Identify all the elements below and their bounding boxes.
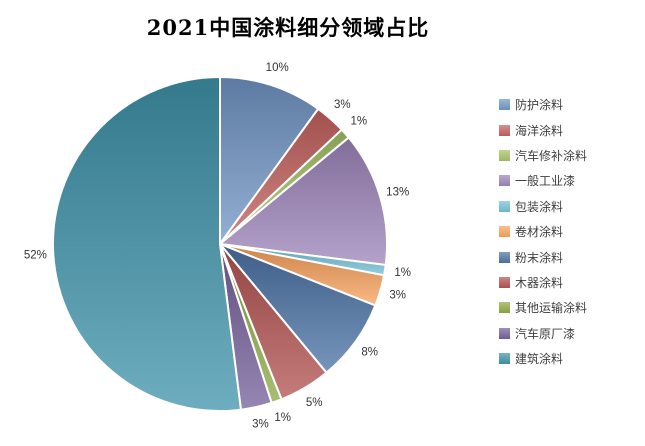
legend-label: 一般工业漆 xyxy=(515,174,576,189)
legend-label: 汽车原厂漆 xyxy=(515,326,576,341)
slice-label-7: 8% xyxy=(361,347,378,359)
legend-item-3: 汽车修补涂料 xyxy=(499,143,587,168)
legend-label: 汽车修补涂料 xyxy=(515,148,588,163)
legend-swatch-icon xyxy=(499,200,510,212)
slice-label-4: 13% xyxy=(386,186,409,198)
legend-label: 卷材涂料 xyxy=(515,225,564,240)
legend-item-4: 一般工业漆 xyxy=(499,168,587,193)
legend-label: 建筑涂料 xyxy=(515,352,564,367)
pie-slice-4 xyxy=(219,136,388,266)
legend-swatch-icon xyxy=(499,327,510,339)
slice-label-3: 1% xyxy=(350,116,367,128)
slice-label-1: 10% xyxy=(266,62,289,74)
pie-slice-1 xyxy=(219,76,320,245)
legend-label: 防护涂料 xyxy=(515,98,564,113)
legend-swatch-icon xyxy=(499,302,510,314)
legend-swatch-icon xyxy=(499,226,510,238)
legend-swatch-icon xyxy=(499,149,510,161)
slice-label-11: 52% xyxy=(24,250,47,262)
legend-item-9: 其他运输涂料 xyxy=(499,295,587,320)
legend-item-10: 汽车原厂漆 xyxy=(499,321,587,346)
legend-label: 包装涂料 xyxy=(515,199,564,214)
legend-swatch-icon xyxy=(499,175,510,187)
legend-swatch-icon xyxy=(499,99,510,111)
legend-item-2: 海洋涂料 xyxy=(499,117,587,142)
legend-label: 粉末涂料 xyxy=(515,250,564,265)
legend-item-7: 粉末涂料 xyxy=(499,244,587,269)
legend-swatch-icon xyxy=(499,124,510,136)
slice-label-9: 1% xyxy=(274,412,291,424)
legend-label: 其他运输涂料 xyxy=(515,301,588,316)
legend-swatch-icon xyxy=(499,276,510,288)
legend-item-1: 防护涂料 xyxy=(499,92,587,117)
legend-swatch-icon xyxy=(499,251,510,263)
pie-slice-11 xyxy=(52,76,242,412)
legend-item-8: 木器涂料 xyxy=(499,270,587,295)
slice-label-5: 1% xyxy=(394,267,411,279)
slice-label-10: 3% xyxy=(252,419,269,431)
legend-swatch-icon xyxy=(499,353,510,365)
legend-label: 海洋涂料 xyxy=(515,123,564,138)
chart-legend: 防护涂料海洋涂料汽车修补涂料 一般工业漆包装涂料卷材涂料粉末涂料木器涂料其他运输涂… xyxy=(499,92,587,371)
pie-slice-labels: 10% 3% 1% 13% 1% 3% 8% 5% 1% 3% 52% xyxy=(24,62,411,430)
slice-label-2: 3% xyxy=(334,99,351,111)
slice-label-6: 3% xyxy=(389,290,406,302)
chart-title: 2021中国涂料细分领域占比 xyxy=(146,15,430,40)
legend-label: 木器涂料 xyxy=(515,275,564,290)
legend-item-6: 卷材涂料 xyxy=(499,219,587,244)
legend-item-11: 建筑涂料 xyxy=(499,346,587,371)
pie-slices xyxy=(52,76,388,412)
slice-label-8: 5% xyxy=(306,397,323,409)
legend-item-5: 包装涂料 xyxy=(499,194,587,219)
